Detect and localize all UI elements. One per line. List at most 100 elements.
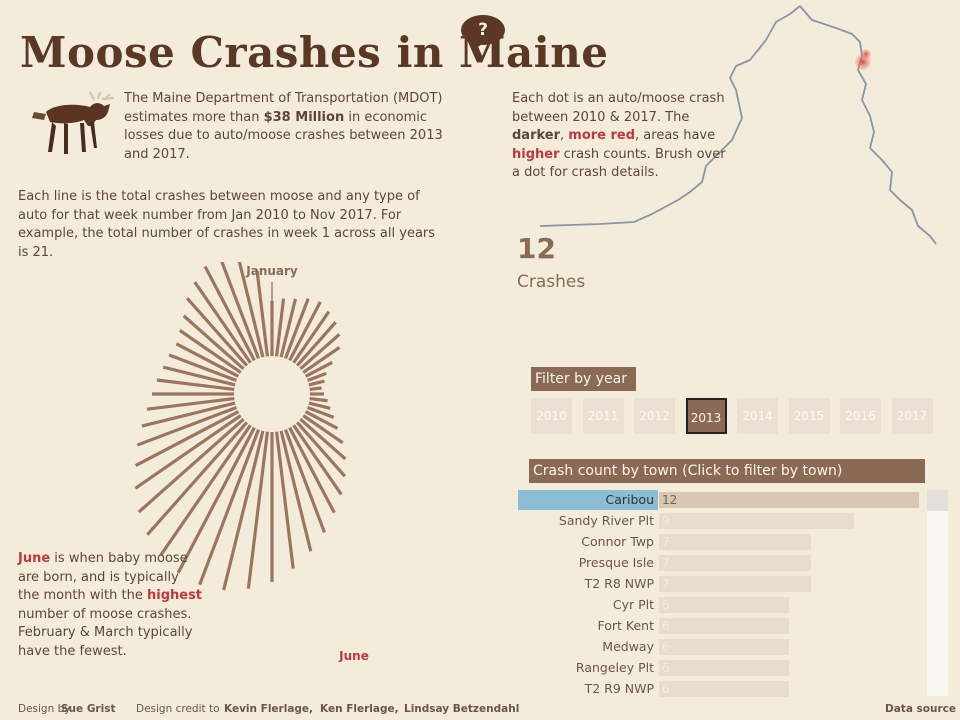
week-ray[interactable] xyxy=(255,270,270,357)
town-name[interactable]: Medway xyxy=(602,639,654,654)
year-tile-2012[interactable]: 2012 xyxy=(634,398,675,434)
week-ray[interactable] xyxy=(246,431,270,589)
year-tile-2011[interactable]: 2011 xyxy=(582,398,624,434)
week-ray[interactable] xyxy=(304,410,339,430)
week-ray[interactable] xyxy=(146,421,248,536)
week-ray[interactable] xyxy=(182,314,245,370)
town-bar[interactable] xyxy=(659,513,854,529)
maine-crash-map[interactable] xyxy=(540,0,960,250)
week-ray[interactable] xyxy=(302,414,344,445)
town-bar[interactable] xyxy=(659,576,811,592)
week-ray[interactable] xyxy=(175,342,240,378)
week-ray[interactable] xyxy=(292,424,343,496)
town-bar[interactable] xyxy=(659,618,789,634)
week-ray[interactable] xyxy=(159,424,252,557)
week-ray[interactable] xyxy=(283,298,310,360)
town-bar-list[interactable]: Caribou 12 Sandy River Plt 9 Connor Twp 7 Pres… xyxy=(518,490,921,700)
week-ray[interactable] xyxy=(156,378,235,392)
week-ray[interactable] xyxy=(198,428,261,586)
town-name[interactable]: Presque Isle xyxy=(578,555,654,570)
week-ray[interactable] xyxy=(274,298,286,357)
week-ray[interactable] xyxy=(274,431,295,569)
town-name[interactable]: Connor Twp xyxy=(581,534,654,549)
week-ray[interactable] xyxy=(308,401,331,410)
year-tile-2017[interactable]: 2017 xyxy=(891,398,933,434)
town-row[interactable]: Caribou 12 xyxy=(518,490,921,510)
town-row[interactable]: Medway 6 xyxy=(518,637,921,657)
week-ray[interactable] xyxy=(136,405,238,447)
town-bar[interactable] xyxy=(659,555,811,571)
week-ray[interactable] xyxy=(219,262,261,360)
year-tile-2010[interactable]: 2010 xyxy=(531,398,572,434)
year-tile-2015[interactable]: 2015 xyxy=(788,398,830,434)
credit-lindsay[interactable]: Lindsay Betzendahl xyxy=(404,703,520,715)
week-ray[interactable] xyxy=(288,426,336,514)
week-ray[interactable] xyxy=(237,262,265,358)
year-tile-2014[interactable]: 2014 xyxy=(737,398,778,434)
week-ray[interactable] xyxy=(141,401,236,428)
town-bar[interactable] xyxy=(659,681,789,697)
week-ray[interactable] xyxy=(309,386,322,392)
town-row[interactable]: Cyr Plt 6 xyxy=(518,595,921,615)
week-ray[interactable] xyxy=(296,421,347,478)
week-ray[interactable] xyxy=(309,396,328,403)
week-ray[interactable] xyxy=(137,418,245,514)
town-row[interactable]: T2 R9 NWP 6 xyxy=(518,679,921,699)
town-name[interactable]: Sandy River Plt xyxy=(558,513,654,528)
week-ray[interactable] xyxy=(185,297,248,367)
town-row[interactable]: Fort Kent 6 xyxy=(518,616,921,636)
week-ray[interactable] xyxy=(299,333,341,370)
year-tile-2013[interactable]: 2013 xyxy=(685,398,727,434)
week-ray[interactable] xyxy=(306,371,327,383)
scrollbar-thumb[interactable] xyxy=(927,490,948,511)
data-source-link[interactable]: Data source xyxy=(885,703,957,715)
week-ray[interactable] xyxy=(279,298,298,358)
town-name[interactable]: Cyr Plt xyxy=(612,597,654,612)
week-ray[interactable] xyxy=(288,301,322,362)
week-ray[interactable] xyxy=(134,414,242,490)
town-name[interactable]: T2 R8 NWP xyxy=(584,576,654,591)
question-bubble-icon[interactable]: ? xyxy=(461,15,505,45)
town-bar[interactable] xyxy=(659,660,789,676)
town-name[interactable]: T2 R9 NWP xyxy=(584,681,654,696)
credit-ken[interactable]: Ken Flerlage, xyxy=(320,703,399,715)
june-label: June xyxy=(338,649,369,662)
week-ray[interactable] xyxy=(296,321,337,367)
week-ray[interactable] xyxy=(176,426,256,574)
week-ray[interactable] xyxy=(203,265,256,362)
week-ray[interactable] xyxy=(178,329,242,374)
town-name[interactable]: Rangeley Plt xyxy=(575,660,654,675)
page-title: Moose Crashes in Maine xyxy=(20,28,609,77)
week-ray[interactable] xyxy=(299,418,347,461)
town-name[interactable]: Caribou xyxy=(518,490,658,510)
town-row[interactable]: Connor Twp 7 xyxy=(518,532,921,552)
week-ray[interactable] xyxy=(146,396,235,411)
credit-kevin[interactable]: Kevin Flerlage, xyxy=(224,703,314,715)
week-ray[interactable] xyxy=(162,365,236,387)
town-bar[interactable] xyxy=(659,639,789,655)
week-ray[interactable] xyxy=(193,281,252,364)
week-ray[interactable] xyxy=(279,430,313,552)
town-bar[interactable] xyxy=(659,492,919,508)
town-name[interactable]: Fort Kent xyxy=(597,618,655,633)
week-ray[interactable] xyxy=(308,379,325,387)
crash-dot[interactable] xyxy=(861,49,871,59)
year-tile-2016[interactable]: 2016 xyxy=(840,398,881,434)
week-ray[interactable] xyxy=(292,310,331,364)
town-row[interactable]: Sandy River Plt 9 xyxy=(518,511,921,531)
week-ray[interactable] xyxy=(306,405,335,419)
town-row[interactable]: Presque Isle 7 xyxy=(518,553,921,573)
week-ray[interactable] xyxy=(168,353,238,383)
town-bar[interactable] xyxy=(659,597,789,613)
town-row[interactable]: T2 R8 NWP 7 xyxy=(518,574,921,594)
week-ray[interactable] xyxy=(222,430,265,591)
town-list-scrollbar[interactable] xyxy=(927,490,948,696)
week-ray[interactable] xyxy=(304,360,333,378)
year-filter[interactable]: 2010 2011 2012 2013 2014 2015 2016 2017 xyxy=(531,398,936,436)
week-ray[interactable] xyxy=(134,410,240,467)
town-row[interactable]: Rangeley Plt 6 xyxy=(518,658,921,678)
town-bar[interactable] xyxy=(659,534,811,550)
week-ray[interactable] xyxy=(283,428,326,533)
author-link[interactable]: Sue Grist xyxy=(61,703,116,715)
week-ray[interactable] xyxy=(302,346,341,374)
